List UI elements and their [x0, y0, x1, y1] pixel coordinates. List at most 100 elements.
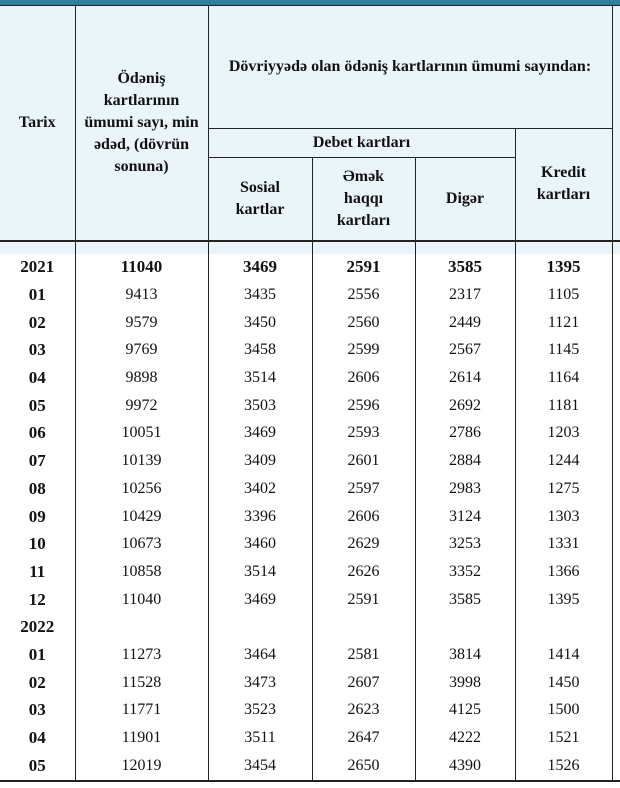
table-row: 01 9413 3435 2556 2317 1105 [0, 281, 620, 309]
table-row: 06 10051 3469 2593 2786 1203 [0, 419, 620, 448]
cell-date: 01 [0, 281, 76, 309]
cell-date: 07 [0, 447, 76, 475]
cell-social: 3514 [207, 558, 313, 586]
cell-date: 2021 [0, 253, 76, 282]
cell-total: 9579 [74, 308, 209, 337]
cell-salary: 2650 [311, 751, 416, 782]
cell-other: 2692 [414, 391, 516, 420]
cell-social: 3454 [207, 751, 313, 782]
cell-other: 2567 [414, 336, 516, 365]
cell-salary: 2626 [311, 558, 416, 586]
cell-total: 11528 [74, 668, 209, 697]
header-credit: Kredit kartları [514, 128, 613, 241]
cell-extra [611, 724, 620, 752]
cell-other: 4125 [414, 696, 516, 725]
cell-other: 4222 [414, 724, 516, 752]
cell-other: 2317 [414, 281, 516, 309]
cell-credit: 1500 [514, 696, 613, 725]
cell-salary: 2556 [311, 281, 416, 309]
cell-social: 3511 [207, 724, 313, 752]
table-row: 03 9769 3458 2599 2567 1145 [0, 336, 620, 365]
cell-total: 9898 [74, 364, 209, 392]
cell-total: 11273 [74, 641, 209, 669]
cell-total: 9769 [74, 336, 209, 365]
cell-date: 04 [0, 724, 76, 752]
cell-social: 3523 [207, 696, 313, 725]
cell-salary: 2629 [311, 530, 416, 559]
table-row: 08 10256 3402 2597 2983 1275 [0, 475, 620, 503]
cell-salary: 2606 [311, 364, 416, 392]
cell-extra [611, 530, 620, 559]
cell-total: 11771 [74, 696, 209, 725]
cell-date: 05 [0, 391, 76, 420]
cell-total: 10429 [74, 502, 209, 531]
cell-extra [611, 336, 620, 365]
cell-extra [611, 613, 620, 642]
cell-other: 2449 [414, 308, 516, 337]
cell-social: 3402 [207, 475, 313, 503]
table-row: 01 11273 3464 2581 3814 1414 [0, 641, 620, 669]
cell-date: 2022 [0, 613, 76, 642]
cell-social: 3458 [207, 336, 313, 365]
cell-social: 3396 [207, 502, 313, 531]
cell-social: 3514 [207, 364, 313, 392]
cell-credit: 1366 [514, 558, 613, 586]
cell-credit: 1145 [514, 336, 613, 365]
cell-social [207, 613, 313, 642]
cell-social: 3503 [207, 391, 313, 420]
cell-credit: 1331 [514, 530, 613, 559]
cell-other: 3253 [414, 530, 516, 559]
cell-date: 02 [0, 308, 76, 337]
cell-salary [311, 613, 416, 642]
cell-other: 3998 [414, 668, 516, 697]
cell-social: 3473 [207, 668, 313, 697]
cell-total: 10139 [74, 447, 209, 475]
cell-social: 3460 [207, 530, 313, 559]
cell-date: 03 [0, 696, 76, 725]
cell-extra [611, 641, 620, 669]
cell-total [74, 613, 209, 642]
cell-extra [611, 558, 620, 586]
cell-social: 3469 [207, 253, 313, 282]
cell-total: 11040 [74, 585, 209, 614]
cell-total: 11040 [74, 253, 209, 282]
cell-total: 9972 [74, 391, 209, 420]
cell-credit: 1164 [514, 364, 613, 392]
table-row: 05 9972 3503 2596 2692 1181 [0, 391, 620, 420]
cell-social: 3450 [207, 308, 313, 337]
cell-credit: 1450 [514, 668, 613, 697]
cell-credit: 1395 [514, 253, 613, 282]
header-date: Tarix [0, 5, 76, 241]
cell-date: 08 [0, 475, 76, 503]
cell-other: 3124 [414, 502, 516, 531]
table-row: 03 11771 3523 2623 4125 1500 [0, 696, 620, 725]
cell-salary: 2601 [311, 447, 416, 475]
cell-total: 11901 [74, 724, 209, 752]
table-row: 05 12019 3454 2650 4390 1526 [0, 751, 620, 782]
cell-other: 4390 [414, 751, 516, 782]
cell-salary: 2591 [311, 585, 416, 614]
table-row: 02 9579 3450 2560 2449 1121 [0, 308, 620, 337]
cell-credit: 1244 [514, 447, 613, 475]
payment-cards-table: Tarix Ödəniş kartlarının ümumi sayı, min… [0, 5, 620, 782]
top-accent-bar [0, 0, 620, 5]
cell-extra [611, 475, 620, 503]
cell-extra [611, 419, 620, 448]
table-row: 04 11901 3511 2647 4222 1521 [0, 724, 620, 752]
cell-salary: 2593 [311, 419, 416, 448]
cell-other: 2786 [414, 419, 516, 448]
cell-credit: 1395 [514, 585, 613, 614]
cell-extra [611, 308, 620, 337]
cell-extra [611, 751, 620, 782]
cell-date: 10 [0, 530, 76, 559]
cell-total: 10051 [74, 419, 209, 448]
cell-date: 06 [0, 419, 76, 448]
cell-total: 10673 [74, 530, 209, 559]
cell-extra [611, 585, 620, 614]
cell-salary: 2560 [311, 308, 416, 337]
cell-social: 3464 [207, 641, 313, 669]
header-social: Sosial kartlar [207, 157, 313, 241]
table-row: 07 10139 3409 2601 2884 1244 [0, 447, 620, 475]
cell-salary: 2581 [311, 641, 416, 669]
cell-extra [611, 281, 620, 309]
